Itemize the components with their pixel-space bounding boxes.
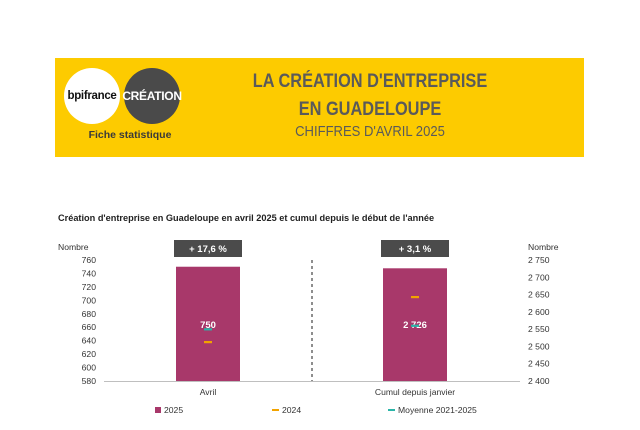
right-axis-tick: 2 550 <box>528 324 550 334</box>
change-badge-label: + 3,1 % <box>399 244 432 255</box>
category-label: Avril <box>200 387 217 397</box>
page-title: LA CRÉATION D'ENTREPRISE EN GUADELOUPE <box>250 68 491 124</box>
right-axis-tick: 2 450 <box>528 359 550 369</box>
page-subtitle: CHIFFRES D'AVRIL 2025 <box>295 124 445 140</box>
left-axis-tick: 760 <box>82 255 97 265</box>
right-axis-tick: 2 600 <box>528 307 550 317</box>
left-axis-tick: 620 <box>82 349 97 359</box>
right-axis-tick: 2 700 <box>528 272 550 282</box>
legend-label-2024: 2024 <box>282 405 302 415</box>
change-badge <box>381 240 449 257</box>
marker-moyenne <box>411 324 419 327</box>
marker-2024 <box>204 341 212 344</box>
title-line-1: LA CRÉATION D'ENTREPRISE <box>252 71 488 92</box>
header-banner: bpifrance CRÉATION Fiche statistique LA … <box>55 58 584 157</box>
legend-swatch-2024 <box>272 409 279 411</box>
left-axis-tick: 600 <box>82 363 97 373</box>
right-axis-tick: 2 750 <box>528 255 550 265</box>
right-axis-label: Nombre <box>528 242 559 252</box>
chart-title: Création d'entreprise en Guadeloupe en a… <box>58 213 435 223</box>
bar-value-label: 750 <box>200 320 216 331</box>
marker-2024 <box>411 295 419 299</box>
legend-swatch-2025 <box>155 407 161 413</box>
title-line-2: EN GUADELOUPE <box>298 99 442 120</box>
legend-item-2025: 2025 <box>155 405 183 415</box>
right-axis-tick: 2 400 <box>528 376 550 386</box>
legend-label-moyenne: Moyenne 2021-2025 <box>398 405 477 415</box>
category-label: Cumul depuis janvier <box>375 387 455 397</box>
left-axis-tick: 580 <box>82 376 97 386</box>
change-badge-label: + 17,6 % <box>189 244 227 255</box>
creation-logo: CRÉATION <box>122 68 182 124</box>
bar-2025 <box>383 268 447 381</box>
bpifrance-logo: bpifrance <box>64 68 120 124</box>
right-axis-tick: 2 650 <box>528 290 550 300</box>
left-axis-label: Nombre <box>58 242 89 252</box>
left-axis-tick: 680 <box>82 309 97 319</box>
marker-moyenne <box>204 328 212 331</box>
left-axis-tick: 700 <box>82 295 97 305</box>
left-axis-tick: 660 <box>82 322 97 332</box>
legend-item-moyenne: Moyenne 2021-2025 <box>388 405 477 415</box>
left-axis-tick: 640 <box>82 336 97 346</box>
change-badge <box>174 240 242 257</box>
legend-swatch-moyenne <box>388 409 395 411</box>
creation-logo-text: CRÉATION <box>122 89 182 103</box>
left-axis-tick: 740 <box>82 268 97 278</box>
fiche-label: Fiche statistique <box>88 129 172 141</box>
right-axis-tick: 2 500 <box>528 341 550 351</box>
bpifrance-logo-text: bpifrance <box>67 90 117 102</box>
legend-label-2025: 2025 <box>164 405 184 415</box>
bar-2025 <box>176 266 240 381</box>
legend-item-2024: 2024 <box>272 405 301 415</box>
left-axis-tick: 720 <box>82 282 97 292</box>
